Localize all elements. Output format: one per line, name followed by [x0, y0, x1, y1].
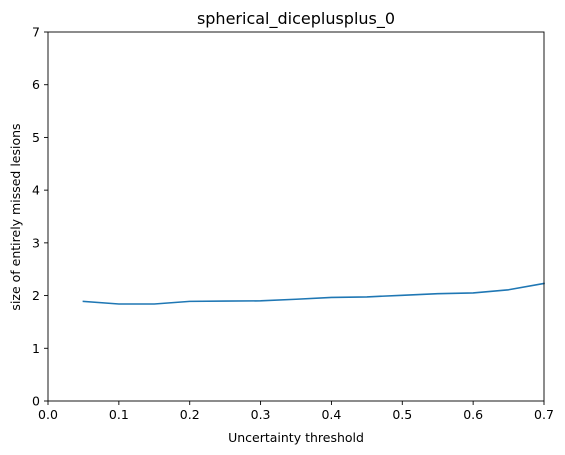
- x-tick-label: 0.7: [534, 407, 554, 422]
- x-tick-label: 0.4: [321, 407, 341, 422]
- y-tick-label: 7: [32, 25, 40, 40]
- y-tick-label: 2: [32, 288, 40, 303]
- y-tick-label: 6: [32, 77, 40, 92]
- series-line-0: [82, 282, 545, 305]
- y-axis-label: size of entirely missed lesions: [8, 123, 23, 310]
- y-tick-label: 4: [32, 183, 40, 198]
- x-tick-label: 0.0: [38, 407, 58, 422]
- x-axis-label: Uncertainty threshold: [228, 430, 364, 445]
- x-tick-label: 0.6: [463, 407, 483, 422]
- chart-title: spherical_diceplusplus_0: [197, 9, 395, 29]
- axes-frame: [47, 31, 545, 402]
- x-tick-label: 0.1: [109, 407, 129, 422]
- x-tick-label: 0.5: [392, 407, 412, 422]
- plot-area: 0.0 0.1 0.2 0.3 0.4 0.5 0.6 0.7 0 1 2 3 4 5 6 7: [32, 25, 554, 423]
- y-tick-label: 5: [32, 130, 40, 145]
- y-tick-label: 3: [32, 235, 40, 250]
- x-tick-label: 0.3: [251, 407, 271, 422]
- y-tick-label: 0: [32, 394, 40, 409]
- x-tick-label: 0.2: [180, 407, 200, 422]
- y-tick-label: 1: [32, 341, 40, 356]
